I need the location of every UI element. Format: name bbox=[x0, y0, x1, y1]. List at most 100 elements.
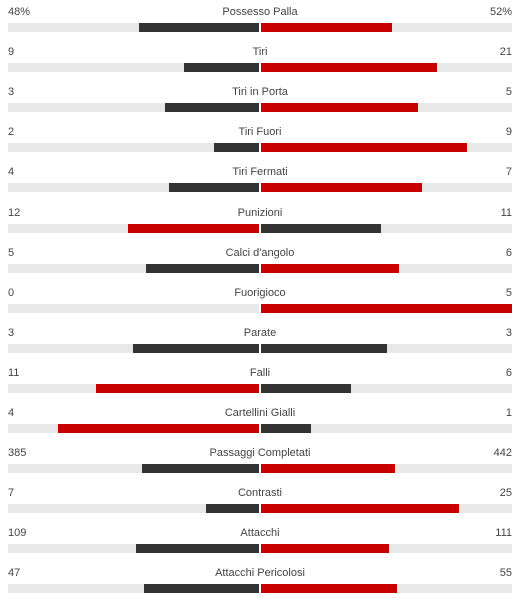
stat-row: 11 Falli 6 bbox=[0, 363, 519, 403]
home-bar bbox=[128, 223, 259, 233]
stat-row: 385 Passaggi Completati 442 bbox=[0, 443, 519, 483]
home-bar bbox=[165, 103, 259, 113]
away-track bbox=[261, 504, 512, 514]
stat-label: Tiri bbox=[252, 46, 268, 59]
stat-row: 48% Possesso Palla 52% bbox=[0, 2, 519, 42]
away-track bbox=[261, 183, 512, 193]
home-bar bbox=[133, 343, 259, 353]
home-value: 2 bbox=[8, 126, 15, 139]
away-value: 9 bbox=[505, 126, 512, 139]
stat-label: Attacchi Pericolosi bbox=[215, 567, 305, 580]
home-bar bbox=[144, 584, 259, 594]
stat-label: Punizioni bbox=[237, 206, 283, 219]
home-track bbox=[8, 343, 259, 353]
away-bar bbox=[261, 103, 418, 113]
away-track bbox=[261, 383, 512, 393]
stat-label: Calci d'angolo bbox=[225, 246, 295, 259]
home-bar bbox=[206, 504, 259, 514]
away-track bbox=[261, 464, 512, 474]
away-value: 5 bbox=[505, 86, 512, 99]
away-bar bbox=[261, 303, 512, 313]
away-bar bbox=[261, 63, 437, 73]
home-track bbox=[8, 424, 259, 433]
stat-label: Parate bbox=[243, 326, 277, 339]
stat-row: 109 Attacchi 111 bbox=[0, 523, 519, 563]
stat-row: 4 Tiri Fermati 7 bbox=[0, 162, 519, 202]
away-value: 55 bbox=[499, 567, 512, 580]
away-bar bbox=[261, 504, 459, 514]
away-value: 6 bbox=[505, 366, 512, 379]
home-value: 3 bbox=[8, 86, 15, 99]
away-bar bbox=[261, 23, 392, 32]
home-value: 5 bbox=[8, 246, 15, 259]
home-value: 0 bbox=[8, 286, 15, 299]
away-track bbox=[261, 544, 512, 554]
home-value: 4 bbox=[8, 166, 15, 179]
away-bar bbox=[261, 383, 351, 393]
away-value: 25 bbox=[499, 487, 512, 500]
home-track bbox=[8, 544, 259, 554]
home-value: 385 bbox=[8, 447, 27, 460]
home-track bbox=[8, 143, 259, 153]
home-bar bbox=[146, 263, 259, 273]
home-bar bbox=[142, 464, 259, 474]
home-bar bbox=[58, 424, 259, 433]
stat-row: 3 Parate 3 bbox=[0, 323, 519, 363]
away-track bbox=[261, 63, 512, 73]
away-bar bbox=[261, 464, 395, 474]
stat-label: Attacchi bbox=[240, 527, 280, 540]
home-bar bbox=[214, 143, 259, 153]
stat-row: 4 Cartellini Gialli 1 bbox=[0, 403, 519, 443]
away-bar bbox=[261, 544, 389, 554]
home-track bbox=[8, 303, 259, 313]
home-bar bbox=[139, 23, 259, 32]
stat-row: 47 Attacchi Pericolosi 55 bbox=[0, 563, 519, 603]
away-value: 111 bbox=[495, 527, 512, 540]
stat-label: Passaggi Completati bbox=[209, 447, 311, 460]
home-value: 109 bbox=[8, 527, 27, 540]
away-bar bbox=[261, 584, 397, 594]
home-value: 7 bbox=[8, 487, 15, 500]
away-value: 442 bbox=[493, 447, 512, 460]
away-track bbox=[261, 303, 512, 313]
home-value: 11 bbox=[8, 366, 20, 379]
stat-label: Contrasti bbox=[237, 487, 283, 500]
home-value: 47 bbox=[8, 567, 21, 580]
stat-label: Tiri in Porta bbox=[232, 86, 288, 99]
home-track bbox=[8, 183, 259, 193]
away-value: 6 bbox=[505, 246, 512, 259]
stat-row: 2 Tiri Fuori 9 bbox=[0, 122, 519, 162]
home-value: 4 bbox=[8, 407, 15, 419]
home-bar bbox=[96, 383, 259, 393]
home-value: 9 bbox=[8, 46, 15, 59]
stat-label: Fuorigioco bbox=[234, 286, 286, 299]
home-track bbox=[8, 23, 259, 32]
home-track bbox=[8, 63, 259, 73]
away-track bbox=[261, 223, 512, 233]
away-value: 11 bbox=[500, 206, 512, 219]
home-track bbox=[8, 383, 259, 393]
stat-label: Falli bbox=[249, 366, 271, 379]
away-track bbox=[261, 143, 512, 153]
away-value: 7 bbox=[505, 166, 512, 179]
home-bar bbox=[169, 183, 259, 193]
home-track bbox=[8, 464, 259, 474]
away-bar bbox=[261, 424, 311, 433]
away-value: 1 bbox=[505, 407, 512, 419]
home-bar bbox=[184, 63, 259, 73]
home-bar bbox=[136, 544, 259, 554]
away-bar bbox=[261, 143, 467, 153]
away-track bbox=[261, 424, 512, 433]
home-track bbox=[8, 504, 259, 514]
stat-row: 12 Punizioni 11 bbox=[0, 203, 519, 243]
stat-label: Cartellini Gialli bbox=[224, 407, 296, 419]
stat-row: 0 Fuorigioco 5 bbox=[0, 283, 519, 323]
away-bar bbox=[261, 183, 422, 193]
away-track bbox=[261, 263, 512, 273]
away-value: 3 bbox=[505, 326, 512, 339]
home-value: 48% bbox=[8, 6, 31, 18]
away-bar bbox=[261, 343, 387, 353]
away-track bbox=[261, 343, 512, 353]
home-track bbox=[8, 223, 259, 233]
